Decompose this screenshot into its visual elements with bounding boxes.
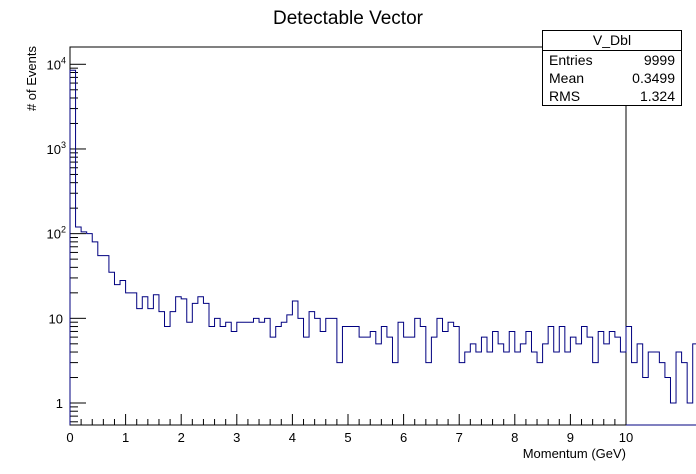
stats-row-rms: RMS 1.324 [543,87,681,105]
y-tick-label: 10 [49,311,63,326]
stats-row-entries: Entries 9999 [543,51,681,69]
x-tick-label: 8 [511,430,518,445]
stats-value: 9999 [643,52,675,68]
x-tick-label: 4 [289,430,296,445]
x-tick-label: 7 [456,430,463,445]
x-tick-label: 1 [122,430,129,445]
y-tick-label: 104 [47,55,66,72]
x-axis-label: Momentum (GeV) [523,446,626,461]
stats-value: 1.324 [639,88,675,104]
y-tick-label: 103 [47,140,66,157]
stats-label: RMS [549,88,581,104]
stats-value: 0.3499 [632,70,675,86]
x-tick-label: 10 [619,430,633,445]
x-tick-label: 5 [344,430,351,445]
stats-box: V_Dbl Entries 9999 Mean 0.3499 RMS 1.324 [542,30,682,106]
x-tick-label: 0 [66,430,73,445]
stats-row-mean: Mean 0.3499 [543,69,681,87]
y-axis-label: # of Events [24,46,39,112]
x-tick-label: 9 [567,430,574,445]
y-tick-label: 102 [47,225,66,242]
x-axis-ticks: 0 1 2 3 4 5 6 7 8 9 10 [66,414,633,445]
chart-title: Detectable Vector [273,8,424,29]
y-axis-ticks: 1 10 102 103 104 [47,55,86,423]
stats-label: Entries [549,52,593,68]
x-tick-label: 6 [400,430,407,445]
x-tick-label: 2 [178,430,185,445]
x-tick-label: 3 [233,430,240,445]
y-tick-label: 1 [56,396,63,411]
stats-title: V_Dbl [543,31,681,51]
stats-label: Mean [549,70,585,86]
histogram-line [69,69,696,426]
